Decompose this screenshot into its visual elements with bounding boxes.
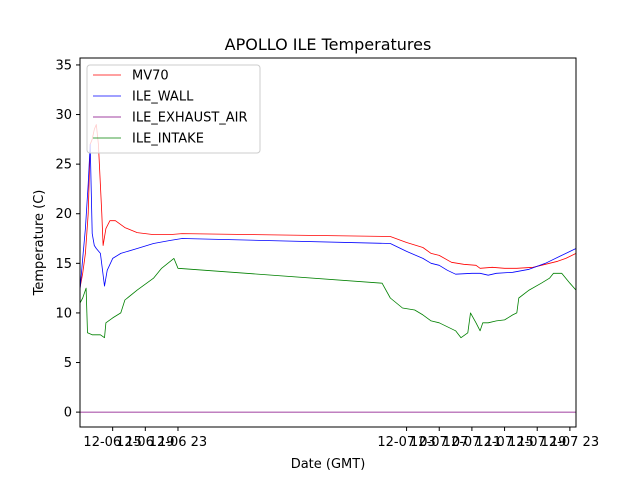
series-line-ile-intake bbox=[79, 257, 577, 339]
y-tick-label: 20 bbox=[55, 207, 72, 222]
x-tick-label: 12-07 11 bbox=[443, 435, 501, 450]
legend: MV70 ILE_WALL ILE_EXHAUST_AIR ILE_INTAKE bbox=[86, 64, 261, 154]
chart-title: APOLLO ILE Temperatures bbox=[225, 35, 432, 54]
x-tick-label: 12-07 03 bbox=[377, 435, 435, 450]
y-tick-label: 10 bbox=[55, 306, 72, 321]
series-line-ile-wall bbox=[79, 143, 577, 291]
y-tick-label: 35 bbox=[55, 58, 72, 73]
x-tick-label: 12-06 23 bbox=[149, 435, 207, 450]
legend-label-mv70: MV70 bbox=[132, 69, 169, 84]
legend-box bbox=[86, 64, 261, 154]
y-axis-label: Temperature (C) bbox=[32, 190, 47, 297]
x-tick-label: 12-07 23 bbox=[541, 435, 599, 450]
x-tick-label: 12-06 15 bbox=[83, 435, 141, 450]
legend-label-ile-exhaust-air: ILE_EXHAUST_AIR bbox=[132, 111, 248, 126]
y-tick-label: 5 bbox=[64, 356, 72, 371]
legend-label-ile-intake: ILE_INTAKE bbox=[132, 132, 204, 147]
y-tick-label: 30 bbox=[55, 108, 72, 123]
y-tick-label: 15 bbox=[55, 257, 72, 272]
x-axis-label: Date (GMT) bbox=[291, 457, 366, 472]
x-tick-label: 12-06 19 bbox=[116, 435, 174, 450]
x-tick-label: 12-07 19 bbox=[508, 435, 566, 450]
x-tick-label: 12-07 15 bbox=[475, 435, 533, 450]
y-tick-label: 25 bbox=[55, 158, 72, 173]
legend-label-ile-wall: ILE_WALL bbox=[132, 90, 194, 105]
y-tick-label: 0 bbox=[64, 406, 72, 421]
x-tick-label: 12-07 07 bbox=[410, 435, 468, 450]
plot-frame bbox=[79, 57, 577, 428]
y-axis: 0 5 10 15 20 25 30 35 bbox=[55, 58, 80, 421]
